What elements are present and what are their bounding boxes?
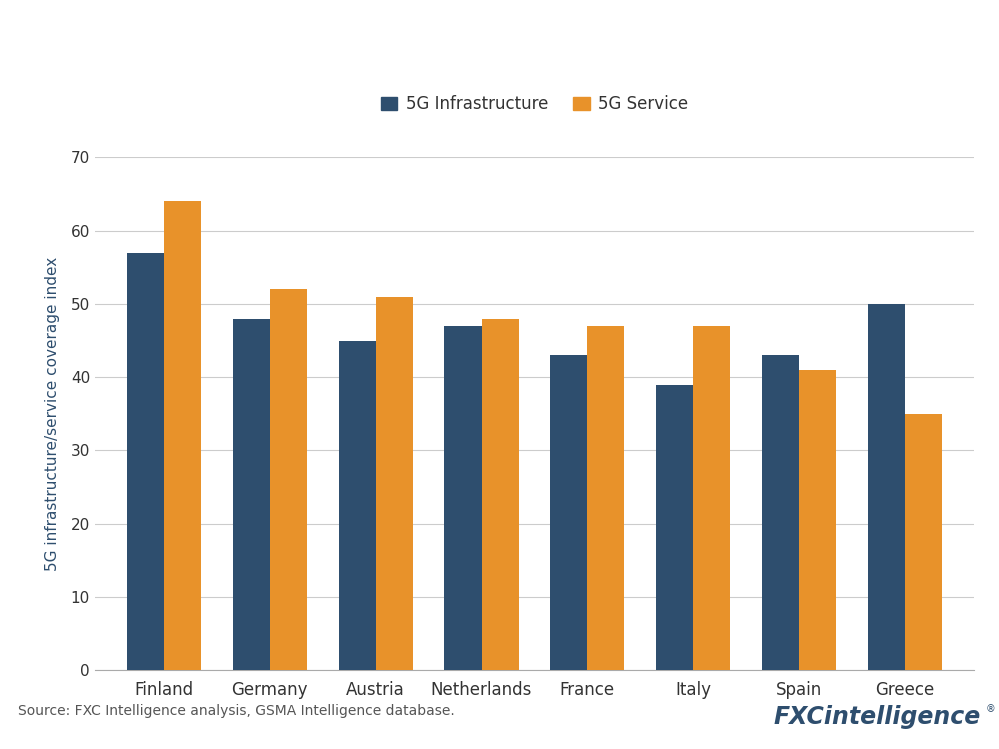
Bar bbox=[587, 326, 624, 670]
Bar bbox=[164, 201, 201, 670]
Bar bbox=[376, 297, 413, 670]
Text: FXCintelligence: FXCintelligence bbox=[774, 705, 981, 730]
Bar bbox=[339, 341, 376, 670]
Bar bbox=[127, 252, 164, 670]
Bar bbox=[799, 370, 836, 670]
Bar bbox=[905, 413, 942, 670]
Bar bbox=[445, 326, 482, 670]
Bar bbox=[233, 318, 270, 670]
Bar bbox=[762, 355, 799, 670]
Text: Source: FXC Intelligence analysis, GSMA Intelligence database.: Source: FXC Intelligence analysis, GSMA … bbox=[18, 704, 455, 718]
Y-axis label: 5G infrastructure/service coverage index: 5G infrastructure/service coverage index bbox=[45, 257, 60, 571]
Bar bbox=[868, 304, 905, 670]
Text: ®: ® bbox=[986, 705, 995, 715]
Text: Germany led France, Italy and Spain in 5G coverage: Germany led France, Italy and Spain in 5… bbox=[18, 43, 954, 74]
Bar bbox=[693, 326, 730, 670]
Bar bbox=[656, 384, 693, 670]
Bar bbox=[550, 355, 587, 670]
Legend: 5G Infrastructure, 5G Service: 5G Infrastructure, 5G Service bbox=[374, 88, 695, 120]
Bar bbox=[270, 289, 307, 670]
Text: GSMA Intelligence 5G infrastructure/service coverage index by country, 2024: GSMA Intelligence 5G infrastructure/serv… bbox=[18, 107, 774, 127]
Bar bbox=[482, 318, 518, 670]
